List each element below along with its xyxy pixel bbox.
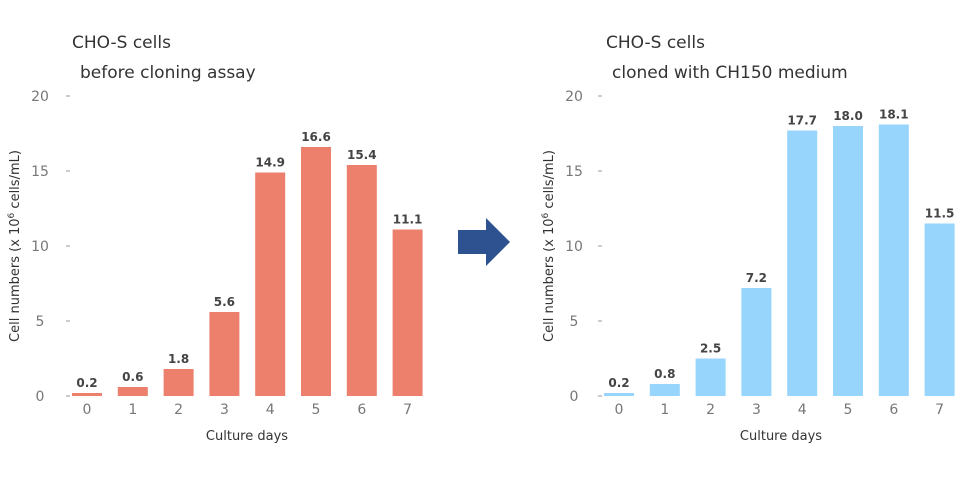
- chart-left-title-line1: CHO-S cells: [72, 33, 171, 53]
- chart-left-x-tick-label: 7: [403, 402, 412, 418]
- chart-right-x-tick-label: 7: [935, 402, 944, 418]
- chart-left-ylabel-tail: cells/mL): [8, 150, 23, 213]
- chart-left: CHO-S cells before cloning assay 0510152…: [7, 33, 423, 444]
- chart-right-x-tick-label: 0: [615, 402, 624, 418]
- chart-right-data-label: 17.7: [787, 114, 817, 128]
- chart-right-bar: [649, 384, 680, 396]
- chart-left-ylabel-sup: 6: [7, 212, 17, 218]
- chart-right-bar: [878, 124, 909, 396]
- chart-right-ylabel-tail: cells/mL): [542, 150, 557, 213]
- chart-left-x-tick-label: 4: [266, 402, 275, 418]
- chart-left-bar: [117, 387, 148, 396]
- chart-left-x-tick-label: 1: [128, 402, 137, 418]
- chart-right-x-tick-label: 6: [889, 402, 898, 418]
- chart-left-y-ticks: 0 5 10 15 20: [31, 89, 70, 405]
- right-arrow-icon: [458, 218, 510, 266]
- chart-left-y-tick-label: 15: [31, 164, 49, 180]
- chart-right-x-tick-label: 2: [706, 402, 715, 418]
- chart-right-data-labels: 0.2 0.8 2.5 7.2 17.7 18.0 18.1 11.5: [608, 108, 954, 391]
- chart-right-data-label: 7.2: [746, 271, 767, 285]
- chart-left-bar: [72, 393, 102, 396]
- chart-left-data-label: 14.9: [255, 156, 285, 170]
- chart-right-y-tick-label: 10: [565, 239, 583, 255]
- chart-right-x-tick-label: 3: [752, 402, 761, 418]
- chart-left-y-tick-label: 0: [36, 389, 45, 405]
- chart-right-data-label: 18.1: [879, 108, 909, 122]
- chart-left-data-label: 0.6: [122, 370, 143, 384]
- chart-right-y-tick-label: 20: [565, 89, 583, 105]
- chart-right-bar: [695, 358, 726, 396]
- chart-left-y-tick-label: 10: [31, 239, 49, 255]
- chart-right-y-tick-label: 0: [570, 389, 579, 405]
- chart-right-data-label: 0.2: [608, 376, 629, 390]
- chart-left-bars: [72, 147, 423, 396]
- chart-right-ylabel-main: Cell numbers (x 10: [542, 218, 557, 342]
- chart-right-title-line1: CHO-S cells: [606, 33, 705, 53]
- chart-right-bar: [741, 288, 772, 396]
- chart-left-data-label: 0.2: [76, 376, 97, 390]
- chart-left-y-axis-label: Cell numbers (x 106 cells/mL): [7, 150, 23, 342]
- chart-left-y-tick-label: 20: [31, 89, 49, 105]
- chart-right-x-tick-label: 4: [798, 402, 807, 418]
- chart-left-bar: [255, 172, 286, 396]
- chart-right-bar: [833, 126, 863, 396]
- chart-right-x-axis-label: Culture days: [740, 429, 822, 444]
- chart-left-data-label: 11.1: [393, 213, 423, 227]
- chart-left-y-tick-label: 5: [36, 314, 45, 330]
- chart-left-x-tick-label: 3: [220, 402, 229, 418]
- chart-left-title-line2: before cloning assay: [80, 63, 256, 83]
- chart-right-bar: [787, 130, 818, 396]
- chart-left-data-labels: 0.2 0.6 1.8 5.6 14.9 16.6 15.4 11.1: [76, 130, 422, 390]
- chart-right: CHO-S cells cloned with CH150 medium 0 5 1…: [541, 33, 955, 444]
- chart-left-data-label: 1.8: [168, 352, 189, 366]
- chart-right-data-label: 0.8: [654, 367, 675, 381]
- chart-right-y-tick-label: 5: [570, 314, 579, 330]
- chart-right-bar: [604, 393, 634, 396]
- chart-left-data-label: 5.6: [214, 295, 235, 309]
- chart-left-x-ticks: 0 1 2 3 4 5 6 7: [83, 402, 413, 418]
- chart-left-bar: [392, 229, 423, 396]
- chart-left-x-tick-label: 5: [312, 402, 321, 418]
- chart-left-ylabel-main: Cell numbers (x 10: [8, 218, 23, 342]
- chart-left-bar: [346, 165, 377, 396]
- chart-right-y-tick-label: 15: [565, 164, 583, 180]
- chart-right-x-tick-label: 1: [660, 402, 669, 418]
- chart-right-data-label: 18.0: [833, 109, 863, 123]
- chart-left-data-label: 15.4: [347, 148, 377, 162]
- chart-left-x-tick-label: 6: [357, 402, 366, 418]
- chart-left-x-tick-label: 2: [174, 402, 183, 418]
- chart-right-ylabel-sup: 6: [541, 212, 551, 218]
- chart-right-data-label: 11.5: [925, 207, 955, 221]
- chart-left-x-axis-label: Culture days: [206, 429, 288, 444]
- chart-left-x-tick-label: 0: [83, 402, 92, 418]
- chart-left-bar: [209, 312, 240, 396]
- chart-left-bar: [163, 369, 194, 396]
- chart-right-x-ticks: 0 1 2 3 4 5 6 7: [615, 402, 945, 418]
- chart-right-y-ticks: 0 5 10 15 20: [565, 89, 602, 405]
- chart-left-bar: [301, 147, 331, 396]
- chart-right-bar: [924, 223, 955, 396]
- chart-right-y-axis-label: Cell numbers (x 106 cells/mL): [541, 150, 557, 342]
- chart-right-bars: [604, 124, 955, 396]
- chart-left-data-label: 16.6: [301, 130, 331, 144]
- chart-right-x-tick-label: 5: [844, 402, 853, 418]
- chart-right-data-label: 2.5: [700, 342, 721, 356]
- chart-right-title-line2: cloned with CH150 medium: [612, 63, 848, 83]
